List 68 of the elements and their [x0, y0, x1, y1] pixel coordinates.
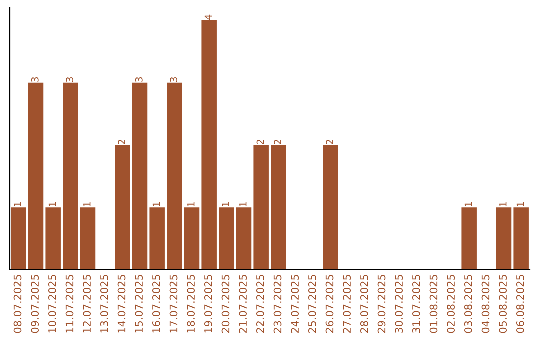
bar [132, 82, 148, 270]
x-tick-label: 11.07.2025 [66, 275, 74, 333]
bar [514, 208, 529, 270]
x-tick-label: 08.07.2025 [14, 275, 22, 334]
bar [167, 82, 182, 270]
x-tick-label: 02.08.2025 [447, 275, 456, 334]
bar [254, 145, 269, 270]
data-label: 1 [464, 202, 472, 207]
data-label: 3 [31, 77, 39, 82]
x-tick-label: 09.07.2025 [31, 275, 40, 334]
x-tick-label: 19.07.2025 [204, 275, 212, 333]
bar [28, 82, 44, 270]
data-label: 4 [204, 14, 212, 20]
bar [236, 208, 252, 270]
bar [462, 208, 477, 270]
data-label: 2 [274, 140, 282, 145]
x-tick-label: 18.07.2025 [187, 275, 196, 333]
x-tick-label: 22.07.2025 [256, 275, 264, 334]
data-label: 1 [500, 202, 507, 207]
x-tick-label: 26.07.2025 [326, 275, 334, 334]
data-label: 1 [240, 202, 247, 207]
data-label: 1 [222, 202, 230, 207]
data-label: 3 [66, 77, 74, 82]
x-tick-label: 15.07.2025 [135, 275, 144, 333]
x-tick-label: 04.08.2025 [482, 275, 490, 334]
data-label: 1 [14, 202, 22, 207]
data-label: 1 [516, 202, 524, 207]
data-label: 1 [152, 202, 160, 207]
bar [115, 145, 130, 270]
data-label: 2 [256, 140, 264, 145]
x-tick-label: 10.07.2025 [48, 275, 56, 333]
x-tick-label: 21.07.2025 [239, 275, 248, 334]
bar [150, 208, 165, 270]
x-tick-label: 29.07.2025 [378, 275, 386, 334]
bar [46, 208, 61, 270]
x-tick-label: 12.07.2025 [83, 275, 92, 333]
x-tick-label: 25.07.2025 [308, 275, 316, 334]
bar [271, 145, 286, 270]
data-label: 3 [170, 77, 178, 82]
bar [219, 208, 234, 270]
bar [63, 82, 78, 270]
bar [184, 208, 200, 270]
data-label: 1 [84, 202, 91, 207]
data-label: 1 [188, 202, 195, 207]
x-tick-label: 24.07.2025 [291, 275, 300, 334]
x-tick-label: 31.07.2025 [412, 275, 420, 334]
bar [496, 208, 512, 270]
x-tick-label: 05.08.2025 [499, 275, 508, 334]
x-tick-label: 13.07.2025 [100, 275, 108, 333]
bar [80, 208, 96, 270]
x-tick-label: 14.07.2025 [118, 275, 126, 333]
x-tick-label: 03.08.2025 [464, 275, 472, 334]
bar [202, 20, 217, 270]
bar [11, 208, 26, 270]
x-tick-label: 28.07.2025 [360, 275, 368, 334]
x-tick-label: 16.07.2025 [152, 275, 160, 333]
x-tick-label: 17.07.2025 [170, 275, 178, 333]
x-tick-label: 23.07.2025 [274, 275, 282, 334]
data-label: 1 [48, 202, 56, 207]
data-label: 3 [135, 77, 143, 82]
x-tick-label: 01.08.2025 [430, 275, 438, 334]
data-label: 2 [326, 140, 334, 145]
data-label: 2 [118, 140, 126, 145]
x-tick-label: 06.08.2025 [516, 275, 524, 334]
x-tick-label: 30.07.2025 [395, 275, 404, 334]
x-tick-label: 20.07.2025 [222, 275, 230, 334]
x-tick-label: 27.07.2025 [343, 275, 352, 334]
bar [323, 145, 338, 270]
